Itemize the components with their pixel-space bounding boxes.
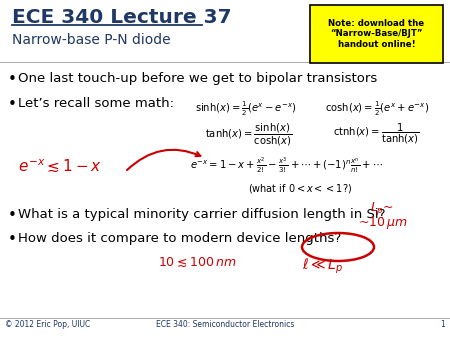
- Text: © 2012 Eric Pop, UIUC: © 2012 Eric Pop, UIUC: [5, 320, 90, 329]
- Text: •: •: [8, 208, 17, 223]
- Text: ~$10\,\mu m$: ~$10\,\mu m$: [358, 215, 408, 231]
- FancyArrowPatch shape: [127, 150, 200, 170]
- Text: $L_p$~: $L_p$~: [370, 200, 394, 217]
- Text: $\sinh(x) = \frac{1}{2}(e^x - e^{-x})$: $\sinh(x) = \frac{1}{2}(e^x - e^{-x})$: [195, 100, 297, 118]
- Text: •: •: [8, 72, 17, 87]
- Text: •: •: [8, 97, 17, 112]
- Text: $e^{-x} = 1 - x + \frac{x^2}{2!} - \frac{x^3}{3!} + \cdots + (-1)^n \frac{x^n}{n: $e^{-x} = 1 - x + \frac{x^2}{2!} - \frac…: [190, 155, 383, 175]
- Text: $\tanh(x) = \dfrac{\sinh(x)}{\cosh(x)}$: $\tanh(x) = \dfrac{\sinh(x)}{\cosh(x)}$: [205, 122, 292, 148]
- Text: $\cosh(x) = \frac{1}{2}(e^x + e^{-x})$: $\cosh(x) = \frac{1}{2}(e^x + e^{-x})$: [325, 100, 429, 118]
- Text: How does it compare to modern device lengths?: How does it compare to modern device len…: [18, 232, 341, 245]
- Text: One last touch-up before we get to bipolar transistors: One last touch-up before we get to bipol…: [18, 72, 377, 85]
- Text: $\mathrm{ctnh}(x) = \dfrac{1}{\tanh(x)}$: $\mathrm{ctnh}(x) = \dfrac{1}{\tanh(x)}$: [333, 122, 419, 146]
- Text: Let’s recall some math:: Let’s recall some math:: [18, 97, 174, 110]
- Text: •: •: [8, 232, 17, 247]
- Text: Note: download the
“Narrow-Base/BJT”
handout online!: Note: download the “Narrow-Base/BJT” han…: [328, 19, 424, 49]
- Text: ECE 340: Semiconductor Electronics: ECE 340: Semiconductor Electronics: [156, 320, 294, 329]
- Text: (what if $0 < x << 1$?): (what if $0 < x << 1$?): [248, 182, 352, 195]
- Text: $e^{-x} \lesssim 1 - x$: $e^{-x} \lesssim 1 - x$: [18, 158, 102, 175]
- Text: Narrow-base P-N diode: Narrow-base P-N diode: [12, 33, 171, 47]
- Text: $10 \lesssim 100\,nm$: $10 \lesssim 100\,nm$: [158, 256, 236, 269]
- Text: $\ell \ll L_p$: $\ell \ll L_p$: [302, 257, 343, 276]
- FancyBboxPatch shape: [310, 5, 443, 63]
- Text: 1: 1: [440, 320, 445, 329]
- Text: ECE 340 Lecture 37: ECE 340 Lecture 37: [12, 8, 232, 27]
- Text: What is a typical minority carrier diffusion length in Si?: What is a typical minority carrier diffu…: [18, 208, 386, 221]
